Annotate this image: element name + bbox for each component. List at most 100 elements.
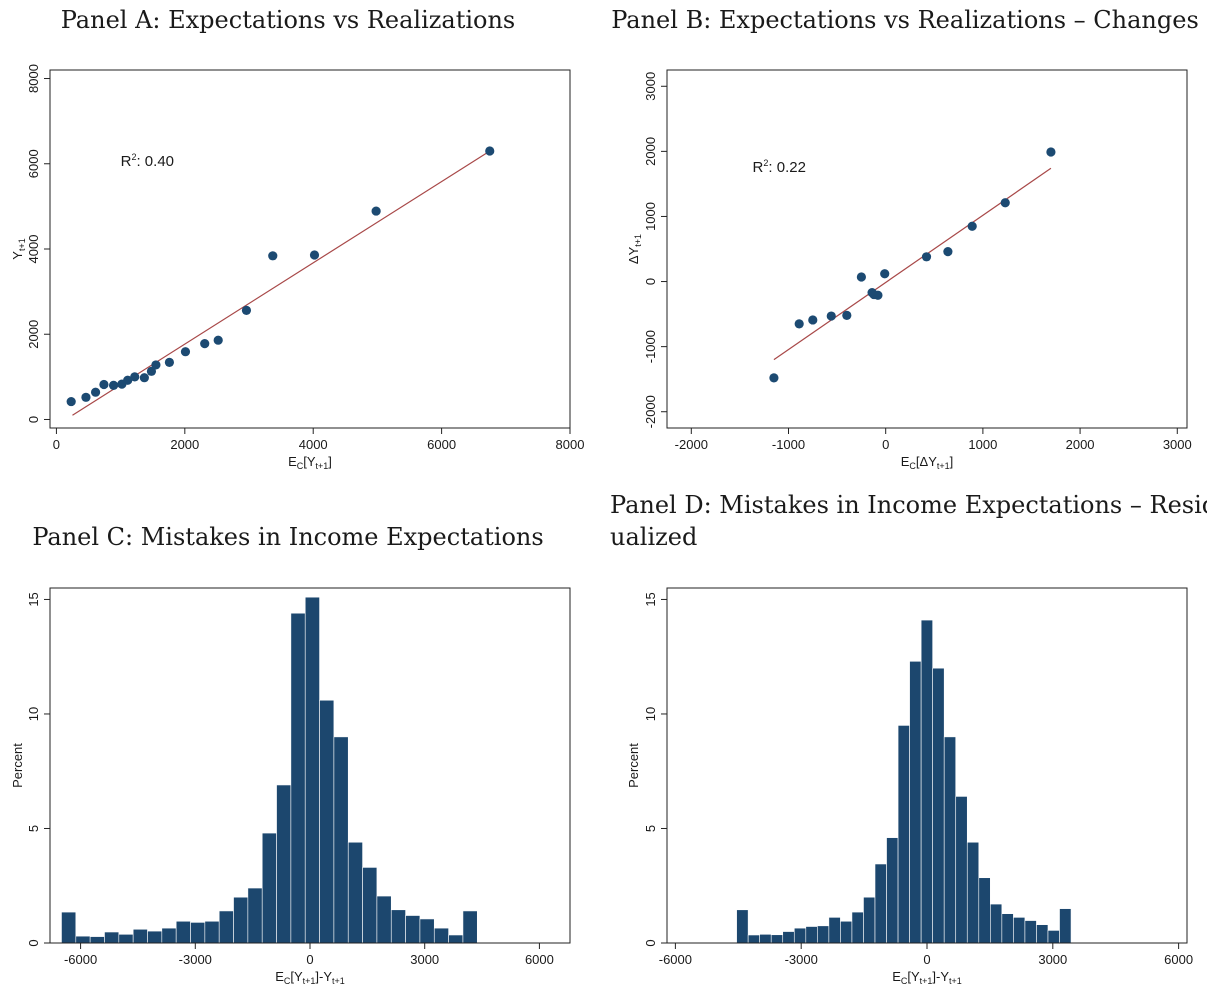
data-point	[921, 252, 932, 262]
x-label-main: E	[892, 969, 901, 984]
x-label-end: ]-Y	[315, 969, 332, 984]
y-axis-label: Yt+1	[10, 238, 27, 259]
histogram-bar	[1024, 920, 1037, 944]
x-label-sub: t+1	[332, 976, 345, 986]
x-tick-label: 3000	[1163, 437, 1192, 452]
data-point	[880, 269, 890, 279]
histogram-bar	[419, 918, 435, 944]
data-point	[151, 360, 161, 370]
fit-line	[773, 167, 1052, 361]
x-label-sub: t+1	[920, 976, 933, 986]
histogram-bar	[863, 896, 876, 944]
histogram-bar	[897, 725, 910, 944]
histogram-bar	[1047, 930, 1060, 944]
x-label-end: ]	[950, 454, 954, 469]
data-point	[268, 251, 278, 261]
y-axis-label: Percent	[626, 743, 641, 788]
y-tick-label: 0	[643, 278, 658, 285]
x-label-mid: [Y	[907, 969, 920, 984]
histogram-bar	[147, 930, 163, 944]
data-point	[123, 375, 133, 385]
histogram-bar	[390, 909, 406, 944]
panel-title: Panel D: Mistakes in Income Expectations…	[610, 491, 1207, 519]
histogram-bar	[782, 931, 795, 944]
x-label-sub: C	[297, 461, 304, 471]
data-point	[856, 272, 866, 282]
histogram-bar	[261, 832, 277, 944]
histogram-bar	[736, 909, 749, 944]
panel-title-line2: ualized	[610, 523, 697, 551]
y-tick-label: 15	[643, 592, 658, 606]
x-tick-label: 6000	[525, 952, 554, 967]
data-point	[241, 305, 252, 315]
y-tick-label: -2000	[643, 395, 658, 428]
data-point	[180, 347, 191, 357]
data-point	[213, 335, 223, 345]
histogram-bar	[817, 925, 830, 944]
y-tick-label: 8000	[26, 64, 41, 93]
panel-title: Panel C: Mistakes in Income Expectations	[32, 523, 543, 551]
histogram-bar	[805, 926, 818, 944]
y-tick-label: 10	[26, 707, 41, 721]
histogram-bar	[376, 895, 392, 944]
y-tick-label: -1000	[643, 330, 658, 363]
x-tick-label: -2000	[675, 437, 708, 452]
data-point	[371, 206, 381, 216]
y-tick-label: 6000	[26, 149, 41, 178]
histogram-bar	[405, 915, 421, 944]
annotation-sup: 2	[131, 152, 136, 162]
histogram-bar	[747, 934, 760, 944]
x-label-main: E	[275, 969, 284, 984]
y-tick-label: 15	[26, 592, 41, 606]
x-axis-label: EC[Yt+1]-Yt+1	[892, 969, 962, 986]
y-tick-label: 5	[643, 825, 658, 832]
x-label-sub: t+1	[316, 461, 329, 471]
data-point	[1046, 147, 1056, 157]
x-tick-label: 6000	[1164, 952, 1193, 967]
data-point	[826, 311, 836, 321]
y-tick-label: 0	[26, 939, 41, 946]
y-tick-label: 2000	[26, 320, 41, 349]
data-point	[967, 221, 977, 231]
histogram-bar	[204, 920, 220, 944]
panel-title: Panel A: Expectations vs Realizations	[61, 6, 516, 34]
annotation-main: R	[753, 159, 764, 176]
x-label-end: ]-Y	[932, 969, 949, 984]
x-label-mid: [Y	[290, 969, 303, 984]
histogram-bar	[759, 933, 772, 944]
data-point	[99, 379, 109, 390]
x-tick-label: 0	[306, 952, 313, 967]
x-axis-label: EC[ΔYt+1]	[901, 454, 954, 471]
histogram-bar	[190, 922, 206, 944]
histogram-bar	[304, 596, 320, 944]
histogram-bar	[132, 928, 148, 944]
histogram-bar	[990, 903, 1003, 944]
x-label-mid: [Y	[303, 454, 316, 469]
histogram-bar	[218, 910, 234, 944]
y-tick-label: 5	[26, 825, 41, 832]
data-point	[164, 357, 175, 367]
x-label-sub: C	[901, 976, 908, 986]
x-tick-label: 4000	[299, 437, 328, 452]
data-point	[90, 387, 101, 397]
y-tick-label: 10	[643, 707, 658, 721]
histogram-bar	[920, 619, 933, 944]
histogram-bar	[276, 784, 292, 944]
y-axis-label: ΔYt+1	[626, 234, 643, 264]
histogram-bar	[966, 841, 980, 944]
annotation-main: R	[121, 153, 132, 170]
x-tick-label: -3000	[785, 952, 818, 967]
histogram-bar	[247, 887, 263, 944]
x-tick-label: -3000	[179, 952, 212, 967]
histogram-bar	[1001, 913, 1014, 944]
plot-frame	[49, 69, 571, 429]
y-axis-label: Percent	[10, 743, 25, 788]
r-squared-annotation: R2: 0.40	[121, 152, 174, 170]
y-tick-label: 2000	[643, 137, 658, 166]
panel-title: Panel B: Expectations vs Realizations – …	[611, 6, 1199, 34]
histogram-bar	[932, 667, 945, 944]
x-tick-label: 1000	[968, 437, 997, 452]
histogram-bar	[1059, 908, 1072, 944]
